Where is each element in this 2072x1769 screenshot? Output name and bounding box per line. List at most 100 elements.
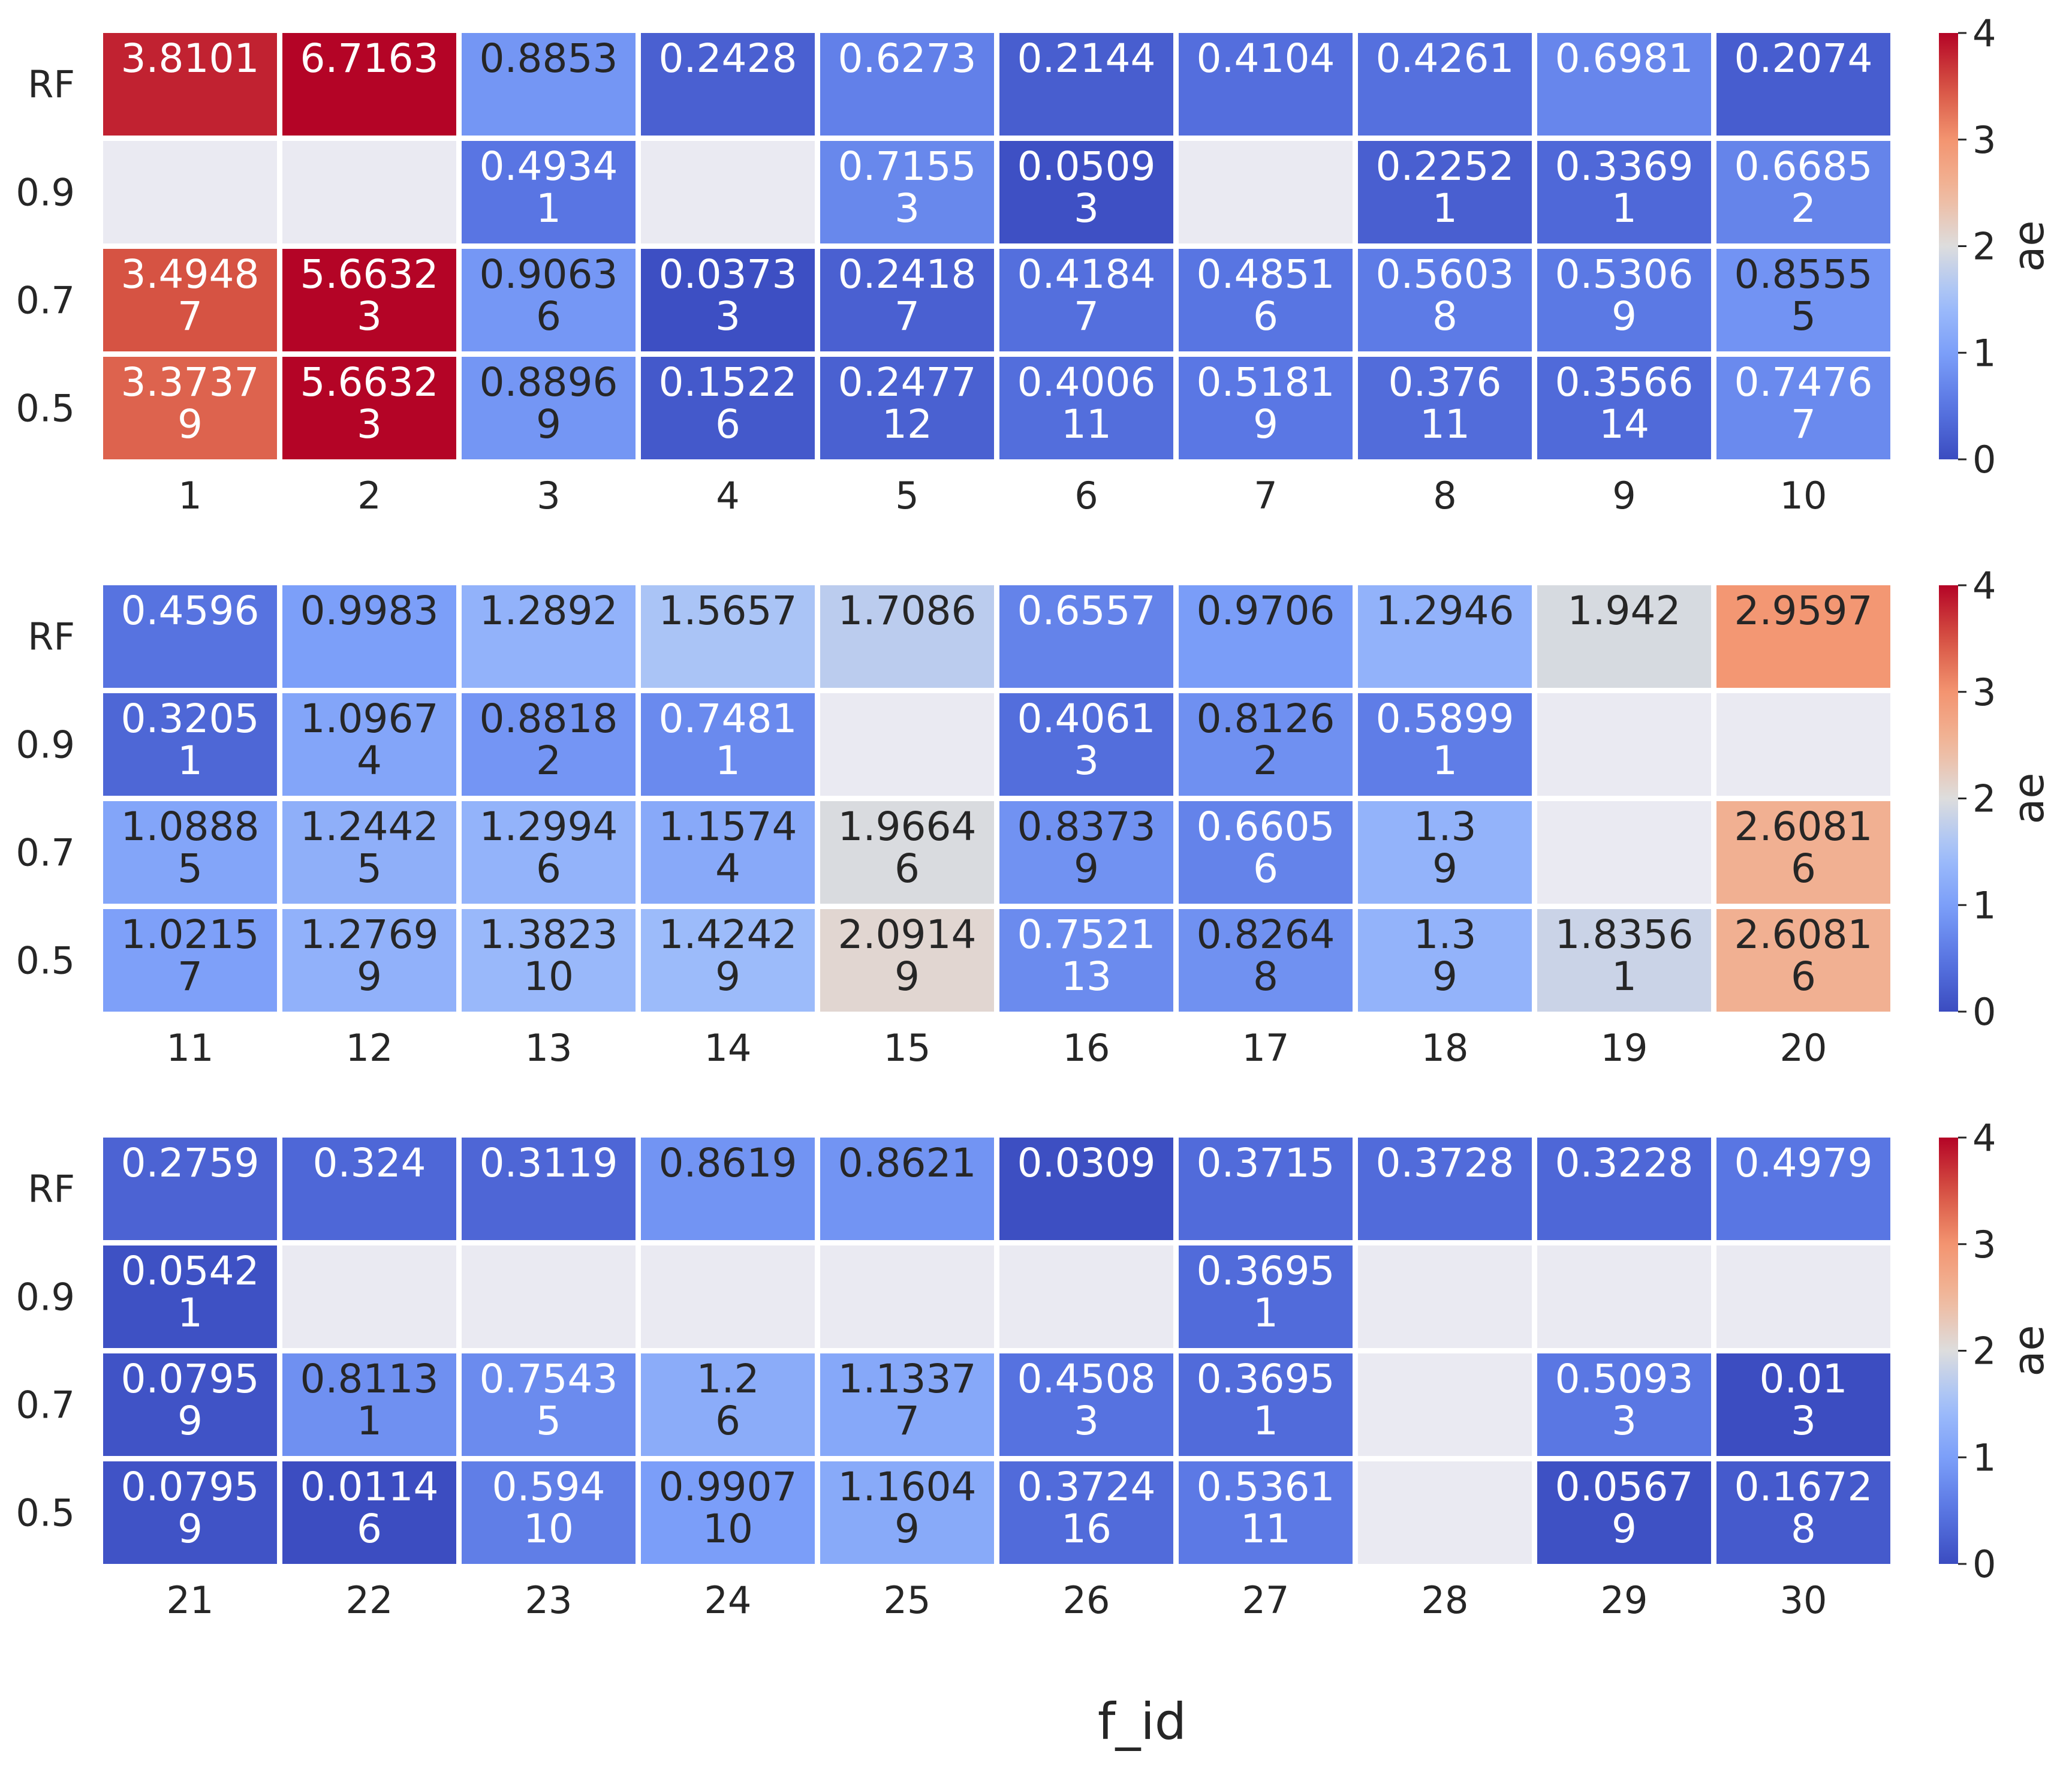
cell-count-label: 10 — [523, 1506, 574, 1552]
heatmap-cell — [1716, 141, 1890, 243]
cell-count-label: 11 — [1420, 401, 1470, 447]
heatmap-cell — [1716, 693, 1890, 796]
cell-count-label: 4 — [715, 846, 740, 892]
heatmap-cell — [1358, 693, 1532, 796]
cell-count-label: 1 — [177, 738, 203, 784]
cell-count-label: 10 — [703, 1506, 753, 1552]
column-tick-label: 7 — [1254, 474, 1277, 518]
cell-count-label: 1 — [1253, 1398, 1278, 1444]
cell-count-label: 7 — [895, 293, 920, 339]
heatmap-cell — [1716, 1138, 1890, 1240]
row-tick-label: RF — [28, 615, 75, 659]
heatmap-cell — [1358, 1245, 1532, 1348]
cell-count-label: 9 — [715, 953, 740, 1000]
cell-value-label: 0.4261 — [1376, 35, 1514, 82]
cell-value-label: 1.8356 — [1555, 911, 1694, 958]
cell-count-label: 12 — [882, 401, 932, 447]
cell-count-label: 6 — [1253, 846, 1278, 892]
heatmap-cell — [820, 1245, 994, 1348]
heatmap-cell — [641, 801, 815, 904]
cell-count-label: 1 — [715, 738, 740, 784]
column-tick-label: 11 — [167, 1026, 214, 1070]
heatmap-cell — [1537, 693, 1711, 796]
cell-value-label: 1.4242 — [659, 911, 797, 958]
cell-count-label: 3 — [357, 401, 382, 447]
column-tick-label: 28 — [1422, 1578, 1469, 1622]
cell-value-label: 0.01 — [1760, 1356, 1848, 1402]
cell-value-label: 0.0373 — [659, 251, 797, 297]
cell-value-label: 0.0309 — [1017, 1140, 1156, 1186]
heatmap-cell — [641, 693, 815, 796]
colorbar-tick-label: 1 — [1972, 331, 1996, 375]
cell-count-label: 6 — [357, 1506, 382, 1552]
heatmap-cell — [999, 801, 1173, 904]
heatmap-cell — [462, 357, 636, 459]
cell-count-label: 8 — [1432, 293, 1457, 339]
heatmap-cell — [641, 1138, 815, 1240]
cell-value-label: 0.3695 — [1197, 1248, 1335, 1294]
cell-count-label: 6 — [536, 846, 561, 892]
heatmap-cell — [1537, 1138, 1711, 1240]
heatmap-cell — [1716, 357, 1890, 459]
cell-count-label: 9 — [895, 1506, 920, 1552]
cell-value-label: 0.324 — [313, 1140, 426, 1186]
cell-value-label: 0.3728 — [1376, 1140, 1514, 1186]
column-tick-label: 2 — [357, 474, 381, 518]
heatmap-cell — [1358, 585, 1532, 688]
cell-count-label: 9 — [536, 401, 561, 447]
heatmap-cell — [999, 693, 1173, 796]
heatmap-cell — [999, 33, 1173, 136]
heatmap-cell — [282, 801, 456, 904]
heatmap-cell — [820, 1138, 994, 1240]
heatmap-cell — [1537, 909, 1711, 1012]
cell-value-label: 0.6557 — [1017, 588, 1156, 634]
heatmap-cell — [462, 1138, 636, 1240]
cell-value-label: 0.5093 — [1555, 1356, 1694, 1402]
cell-count-label: 10 — [523, 953, 574, 1000]
cell-value-label: 1.2442 — [300, 804, 439, 850]
heatmap-cell — [462, 909, 636, 1012]
heatmap-cell — [1358, 33, 1532, 136]
cell-value-label: 0.4979 — [1734, 1140, 1873, 1186]
cell-value-label: 0.5181 — [1197, 359, 1335, 405]
heatmap-cell — [282, 1245, 456, 1348]
cell-value-label: 0.8621 — [838, 1140, 977, 1186]
heatmap-cell — [1358, 1138, 1532, 1240]
cell-value-label: 0.8113 — [300, 1356, 439, 1402]
heatmap-cell — [820, 909, 994, 1012]
cell-count-label: 6 — [536, 293, 561, 339]
heatmap-cell — [820, 585, 994, 688]
heatmap-cell — [641, 33, 815, 136]
cell-value-label: 0.8619 — [659, 1140, 797, 1186]
colorbar-tick-label: 3 — [1972, 670, 1996, 714]
cell-value-label: 1.2946 — [1376, 588, 1514, 634]
heatmap-cell — [1358, 249, 1532, 351]
cell-value-label: 1.2 — [697, 1356, 760, 1402]
heatmap-cell — [103, 1138, 277, 1240]
cell-count-label: 16 — [1061, 1506, 1112, 1552]
heatmap-cell — [282, 249, 456, 351]
cell-value-label: 1.5657 — [659, 588, 797, 634]
cell-value-label: 0.4596 — [121, 588, 260, 634]
cell-value-label: 3.4948 — [121, 251, 260, 297]
row-tick-label: 0.5 — [16, 939, 75, 983]
cell-value-label: 0.4061 — [1017, 696, 1156, 742]
cell-count-label: 2 — [536, 738, 561, 784]
cell-value-label: 0.4184 — [1017, 251, 1156, 297]
cell-value-label: 0.3695 — [1197, 1356, 1335, 1402]
cell-count-label: 4 — [357, 738, 382, 784]
column-tick-label: 10 — [1780, 474, 1827, 518]
heatmap-panel-2: 0.4596 0.9983 1.2892 1.5657 1.7086 0.6557 0.97… — [16, 564, 2053, 1070]
heatmap-cell — [999, 1138, 1173, 1240]
column-tick-label: 19 — [1601, 1026, 1648, 1070]
cell-count-label: 1 — [177, 1290, 203, 1336]
cell-value-label: 0.9063 — [480, 251, 618, 297]
cell-value-label: 0.2074 — [1734, 35, 1873, 82]
cell-value-label: 0.2477 — [838, 359, 977, 405]
column-tick-label: 3 — [537, 474, 560, 518]
column-tick-label: 18 — [1422, 1026, 1469, 1070]
cell-count-label: 1 — [1612, 185, 1637, 231]
cell-value-label: 0.4508 — [1017, 1356, 1156, 1402]
column-tick-label: 17 — [1242, 1026, 1290, 1070]
